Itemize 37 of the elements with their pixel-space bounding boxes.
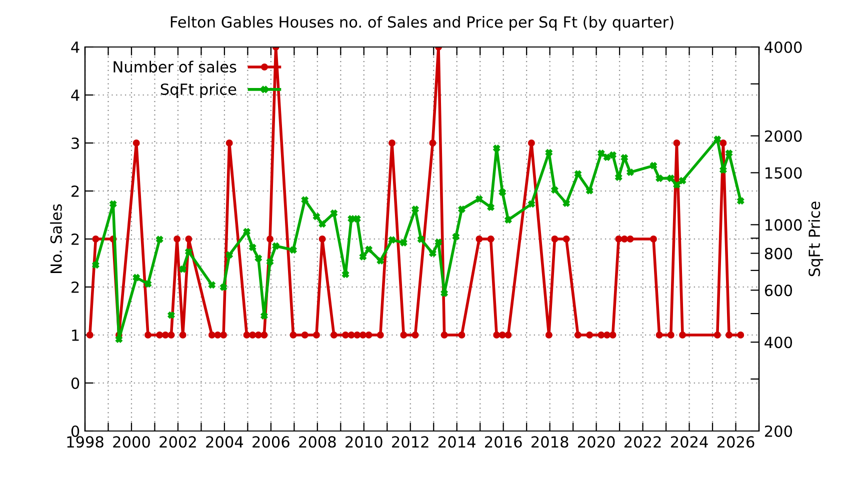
x-tick-label: 2002 [160,436,196,448]
y2-tick-label: 4000 [764,41,802,54]
y2-tick-label: 600 [764,284,792,296]
x-tick-label: 2012 [392,436,428,448]
x-tick-label: 2014 [438,436,476,448]
legend-label: Number of sales [114,60,236,73]
y-tick-label: 2 [72,185,79,197]
x-tick-label: 2000 [113,436,150,448]
x-tick-label: 1998 [67,436,104,448]
y-tick-label: 1 [72,330,79,341]
y-tick-label: 4 [71,42,80,53]
x-tick-label: 2020 [578,436,615,448]
y-tick-label: 2 [72,281,79,293]
x-tick-label: 2008 [299,436,336,448]
y2-tick-label: 400 [764,336,792,348]
y-tick-label: 0 [71,377,80,390]
y2-tick-label: 200 [764,425,792,438]
y-tick-label: 0 [71,425,80,438]
x-tick-label: 2006 [252,436,290,448]
y2-tick-label: 1000 [766,219,802,231]
x-tick-label: 2022 [624,436,661,448]
x-tick-label: 2004 [206,436,244,448]
chart-title: Felton Gables Houses no. of Sales and Price per Sq Ft (by quarter) [170,16,674,31]
y2-tick-label: 2000 [764,130,802,142]
x-tick-label: 2018 [532,436,568,448]
x-tick-label: 2016 [485,436,522,448]
y2-tick-label: 800 [764,248,792,260]
y2-axis-title: SqFt Price [808,202,824,276]
y-tick-label: 3 [72,137,79,150]
y-tick-label: 2 [72,233,79,245]
y-axis-title: No. Sales [50,204,62,273]
x-tick-label: 2024 [670,436,708,448]
x-tick-label: 2026 [717,436,754,448]
y2-tick-label: 1500 [766,167,802,179]
legend-label: SqFt price [160,83,236,98]
y-tick-label: 4 [71,90,80,101]
x-tick-label: 2010 [346,436,382,448]
